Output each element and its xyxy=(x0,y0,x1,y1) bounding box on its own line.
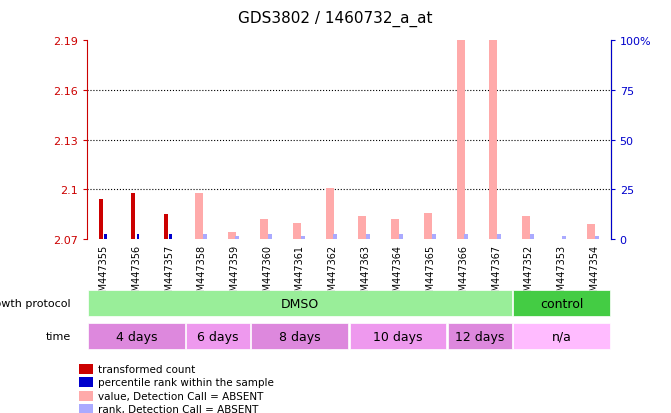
Bar xyxy=(325,188,333,240)
FancyBboxPatch shape xyxy=(513,291,610,316)
Text: 12 days: 12 days xyxy=(455,330,505,343)
FancyBboxPatch shape xyxy=(252,324,348,349)
Bar xyxy=(79,377,93,387)
Text: time: time xyxy=(46,332,71,342)
Bar xyxy=(79,404,93,413)
FancyBboxPatch shape xyxy=(88,324,185,349)
Bar xyxy=(529,235,533,240)
Bar xyxy=(497,235,501,240)
Bar xyxy=(587,225,595,240)
Bar xyxy=(301,236,305,240)
Bar xyxy=(391,220,399,240)
Text: DMSO: DMSO xyxy=(280,297,319,310)
Bar xyxy=(137,235,140,240)
Bar xyxy=(366,235,370,240)
FancyBboxPatch shape xyxy=(350,324,446,349)
Bar xyxy=(489,33,497,240)
Text: percentile rank within the sample: percentile rank within the sample xyxy=(99,377,274,387)
Text: 6 days: 6 days xyxy=(197,330,239,343)
Bar xyxy=(132,193,136,240)
FancyBboxPatch shape xyxy=(513,324,610,349)
Text: value, Detection Call = ABSENT: value, Detection Call = ABSENT xyxy=(99,391,264,401)
Bar xyxy=(164,215,168,240)
Bar xyxy=(464,235,468,240)
Bar xyxy=(79,391,93,401)
Bar xyxy=(595,236,599,240)
Bar xyxy=(79,364,93,374)
Bar xyxy=(99,200,103,240)
FancyBboxPatch shape xyxy=(448,324,512,349)
Text: GDS3802 / 1460732_a_at: GDS3802 / 1460732_a_at xyxy=(238,10,433,26)
Bar xyxy=(104,235,107,240)
Bar xyxy=(227,233,236,240)
Text: 4 days: 4 days xyxy=(115,330,157,343)
Text: control: control xyxy=(540,297,583,310)
Text: growth protocol: growth protocol xyxy=(0,299,71,309)
Bar xyxy=(562,236,566,240)
Bar xyxy=(260,220,268,240)
Bar xyxy=(293,223,301,240)
Bar xyxy=(268,235,272,240)
Bar xyxy=(456,33,464,240)
Text: 8 days: 8 days xyxy=(279,330,321,343)
Bar xyxy=(424,213,432,240)
Text: n/a: n/a xyxy=(552,330,572,343)
Bar xyxy=(203,235,207,240)
Bar xyxy=(522,216,530,240)
Text: rank, Detection Call = ABSENT: rank, Detection Call = ABSENT xyxy=(99,404,259,413)
Bar xyxy=(358,216,366,240)
FancyBboxPatch shape xyxy=(186,324,250,349)
Bar xyxy=(169,235,172,240)
Bar xyxy=(195,193,203,240)
Text: transformed count: transformed count xyxy=(99,364,196,374)
Bar xyxy=(399,235,403,240)
Bar xyxy=(333,235,338,240)
Bar xyxy=(431,235,435,240)
FancyBboxPatch shape xyxy=(88,291,512,316)
Text: 10 days: 10 days xyxy=(373,330,423,343)
Bar xyxy=(236,236,240,240)
